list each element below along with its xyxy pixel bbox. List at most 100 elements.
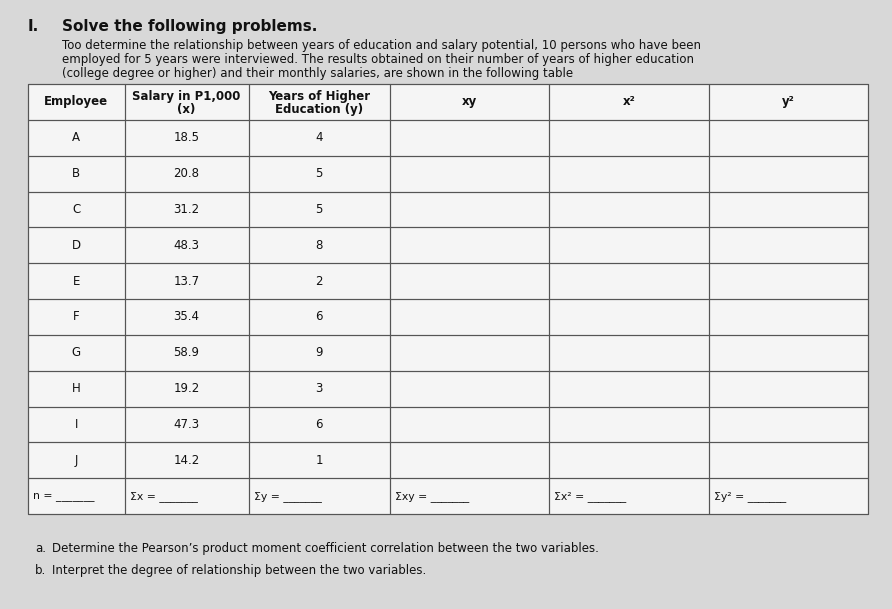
- Text: I: I: [75, 418, 78, 431]
- Text: 5: 5: [316, 203, 323, 216]
- Text: Determine the Pearson’s product moment coefficient correlation between the two v: Determine the Pearson’s product moment c…: [52, 542, 599, 555]
- Text: 1: 1: [316, 454, 323, 466]
- Bar: [125, 406, 249, 442]
- Bar: [249, 371, 390, 406]
- Bar: [549, 120, 708, 156]
- Text: J: J: [75, 454, 78, 466]
- Bar: [708, 191, 868, 227]
- Bar: [549, 478, 708, 514]
- Bar: [249, 227, 390, 263]
- Bar: [125, 478, 249, 514]
- Text: 6: 6: [316, 418, 323, 431]
- Text: Σxy = _______: Σxy = _______: [394, 491, 469, 502]
- Bar: [125, 191, 249, 227]
- Bar: [249, 406, 390, 442]
- Bar: [125, 84, 249, 120]
- Text: Too determine the relationship between years of education and salary potential, : Too determine the relationship between y…: [62, 39, 701, 52]
- Bar: [708, 84, 868, 120]
- Bar: [125, 335, 249, 371]
- Bar: [708, 299, 868, 335]
- Bar: [125, 120, 249, 156]
- Bar: [549, 299, 708, 335]
- Text: 48.3: 48.3: [174, 239, 200, 252]
- Bar: [28, 156, 125, 191]
- Text: Education (y): Education (y): [275, 102, 363, 116]
- Text: x²: x²: [623, 96, 635, 108]
- Bar: [708, 156, 868, 191]
- Text: xy: xy: [462, 96, 477, 108]
- Text: 5: 5: [316, 167, 323, 180]
- Bar: [390, 84, 549, 120]
- Text: C: C: [72, 203, 80, 216]
- Text: 47.3: 47.3: [174, 418, 200, 431]
- Text: Σy² = _______: Σy² = _______: [714, 491, 786, 502]
- Bar: [549, 406, 708, 442]
- Bar: [28, 84, 125, 120]
- Text: (college degree or higher) and their monthly salaries, are shown in the followin: (college degree or higher) and their mon…: [62, 67, 574, 80]
- Bar: [708, 478, 868, 514]
- Text: 6: 6: [316, 311, 323, 323]
- Text: 58.9: 58.9: [174, 347, 200, 359]
- Bar: [249, 299, 390, 335]
- Text: 19.2: 19.2: [173, 382, 200, 395]
- Bar: [708, 371, 868, 406]
- Text: B: B: [72, 167, 80, 180]
- Bar: [390, 191, 549, 227]
- Bar: [708, 263, 868, 299]
- Bar: [28, 406, 125, 442]
- Text: D: D: [71, 239, 81, 252]
- Bar: [549, 442, 708, 478]
- Bar: [125, 263, 249, 299]
- Text: 4: 4: [316, 132, 323, 144]
- Bar: [249, 156, 390, 191]
- Bar: [249, 442, 390, 478]
- Bar: [125, 442, 249, 478]
- Bar: [28, 120, 125, 156]
- Text: 20.8: 20.8: [174, 167, 200, 180]
- Text: I.: I.: [28, 19, 39, 34]
- Bar: [28, 335, 125, 371]
- Text: Σx² = _______: Σx² = _______: [554, 491, 626, 502]
- Bar: [390, 227, 549, 263]
- Bar: [390, 299, 549, 335]
- Bar: [28, 84, 868, 514]
- Bar: [549, 227, 708, 263]
- Bar: [549, 371, 708, 406]
- Text: Σx = _______: Σx = _______: [129, 491, 197, 502]
- Text: Employee: Employee: [45, 96, 108, 108]
- Bar: [390, 335, 549, 371]
- Bar: [28, 299, 125, 335]
- Text: 13.7: 13.7: [174, 275, 200, 287]
- Bar: [28, 442, 125, 478]
- Text: n = _______: n = _______: [33, 491, 95, 501]
- Text: Years of Higher: Years of Higher: [268, 90, 370, 103]
- Text: 31.2: 31.2: [174, 203, 200, 216]
- Text: 14.2: 14.2: [173, 454, 200, 466]
- Bar: [708, 406, 868, 442]
- Bar: [249, 120, 390, 156]
- Bar: [125, 156, 249, 191]
- Bar: [549, 84, 708, 120]
- Text: Interpret the degree of relationship between the two variables.: Interpret the degree of relationship bet…: [52, 564, 426, 577]
- Bar: [549, 263, 708, 299]
- Bar: [249, 478, 390, 514]
- Bar: [390, 263, 549, 299]
- Text: 3: 3: [316, 382, 323, 395]
- Bar: [390, 406, 549, 442]
- Text: b.: b.: [35, 564, 46, 577]
- Bar: [708, 227, 868, 263]
- Bar: [390, 478, 549, 514]
- Text: 9: 9: [316, 347, 323, 359]
- Text: H: H: [72, 382, 80, 395]
- Bar: [249, 335, 390, 371]
- Bar: [549, 191, 708, 227]
- Bar: [390, 442, 549, 478]
- Text: 35.4: 35.4: [174, 311, 200, 323]
- Bar: [28, 263, 125, 299]
- Bar: [249, 191, 390, 227]
- Bar: [549, 156, 708, 191]
- Text: 18.5: 18.5: [174, 132, 200, 144]
- Bar: [125, 299, 249, 335]
- Text: F: F: [73, 311, 79, 323]
- Text: y²: y²: [782, 96, 795, 108]
